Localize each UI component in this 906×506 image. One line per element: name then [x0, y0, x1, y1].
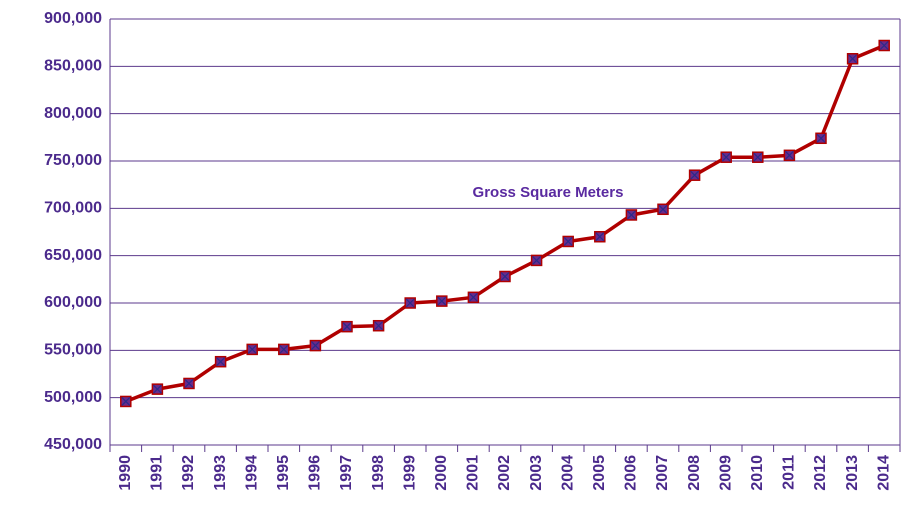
point-marker: [688, 169, 701, 181]
series-line: [125, 43, 885, 404]
marker-cross: [563, 237, 573, 246]
y-tick-label: 900,000: [44, 10, 102, 27]
marker-cross: [690, 170, 700, 180]
marker-cross: [216, 357, 226, 367]
y-tick-label: 850,000: [44, 58, 102, 75]
marker-cross: [437, 296, 447, 306]
point-marker: [341, 320, 353, 333]
marker-cross: [121, 397, 131, 406]
x-tick-label: 2004: [559, 455, 576, 491]
x-tick-label: 1997: [338, 455, 355, 491]
point-marker: [878, 39, 890, 52]
y-tick-label: 700,000: [44, 200, 102, 217]
point-marker: [183, 377, 195, 390]
x-tick-label: 1995: [275, 455, 292, 491]
y-tick-label: 800,000: [44, 105, 102, 122]
x-tick-label: 1998: [370, 455, 387, 491]
marker-cross: [310, 341, 320, 351]
point-marker: [436, 295, 448, 307]
point-marker: [309, 339, 322, 352]
marks: [120, 39, 890, 408]
y-tick-label: 750,000: [44, 152, 102, 169]
marker-cross: [816, 133, 826, 143]
x-tick-label: 2000: [433, 455, 450, 491]
marker-cross: [753, 152, 763, 162]
x-tick-label: 2014: [875, 455, 892, 491]
y-tick-label: 600,000: [44, 294, 102, 311]
x-tick-label: 2003: [528, 455, 545, 491]
y-tick-label: 550,000: [44, 342, 102, 359]
x-tick-label: 1993: [212, 455, 229, 491]
annotation: Gross Square Meters: [473, 184, 624, 201]
marker-cross: [879, 41, 889, 50]
marker-cross: [626, 210, 636, 220]
marker-cross: [468, 292, 478, 302]
point-marker: [404, 297, 416, 309]
marker-cross: [532, 255, 542, 265]
x-tick-label: 2010: [749, 455, 766, 491]
point-marker: [594, 230, 606, 243]
y-tick-label: 650,000: [44, 247, 102, 264]
x-tick-label: 1991: [149, 455, 166, 491]
x-tick-label: 1992: [180, 455, 197, 491]
point-marker: [151, 383, 164, 395]
x-tick-label: 2013: [844, 455, 861, 491]
point-marker: [815, 132, 827, 145]
marker-cross: [374, 321, 384, 331]
point-marker: [120, 395, 132, 408]
y-tick-label: 500,000: [44, 389, 102, 406]
marker-cross: [784, 150, 794, 160]
marker-cross: [405, 298, 415, 308]
marker-cross: [342, 322, 352, 332]
point-marker: [499, 270, 511, 283]
x-tick-label: 2005: [591, 455, 608, 491]
point-marker: [720, 151, 732, 163]
point-marker: [278, 343, 290, 356]
marker-cross: [595, 232, 605, 242]
point-marker: [246, 343, 258, 356]
x-tick-label: 2002: [496, 455, 513, 491]
marker-cross: [721, 152, 731, 162]
point-marker: [214, 355, 227, 368]
marker-cross: [848, 54, 858, 64]
marker-cross: [500, 272, 510, 281]
x-tick-label: 2001: [465, 455, 482, 491]
x-tick-label: 2011: [781, 455, 798, 490]
marker-cross: [152, 384, 162, 394]
marker-cross: [279, 344, 289, 354]
x-tick-label: 2012: [812, 455, 829, 491]
marker-cross: [658, 204, 668, 214]
point-marker: [625, 209, 638, 221]
point-marker: [372, 319, 385, 332]
point-marker: [752, 151, 764, 163]
point-marker: [846, 53, 859, 65]
x-tick-label: 2007: [654, 455, 671, 491]
marker-cross: [247, 344, 257, 354]
x-tick-label: 1994: [243, 455, 260, 491]
x-tick-label: 2009: [717, 455, 734, 491]
x-tick-label: 2006: [623, 455, 640, 491]
point-marker: [562, 235, 574, 248]
point-marker: [467, 291, 480, 304]
x-tick-label: 1999: [401, 455, 418, 491]
y-tick-label: 450,000: [44, 436, 102, 453]
point-marker: [530, 254, 543, 267]
point-marker: [657, 203, 669, 216]
marker-cross: [184, 379, 194, 388]
point-marker: [783, 149, 796, 162]
x-tick-label: 2008: [686, 455, 703, 491]
grid: [110, 18, 900, 446]
x-tick-label: 1996: [307, 455, 324, 491]
x-tick-label: 1990: [117, 455, 134, 491]
